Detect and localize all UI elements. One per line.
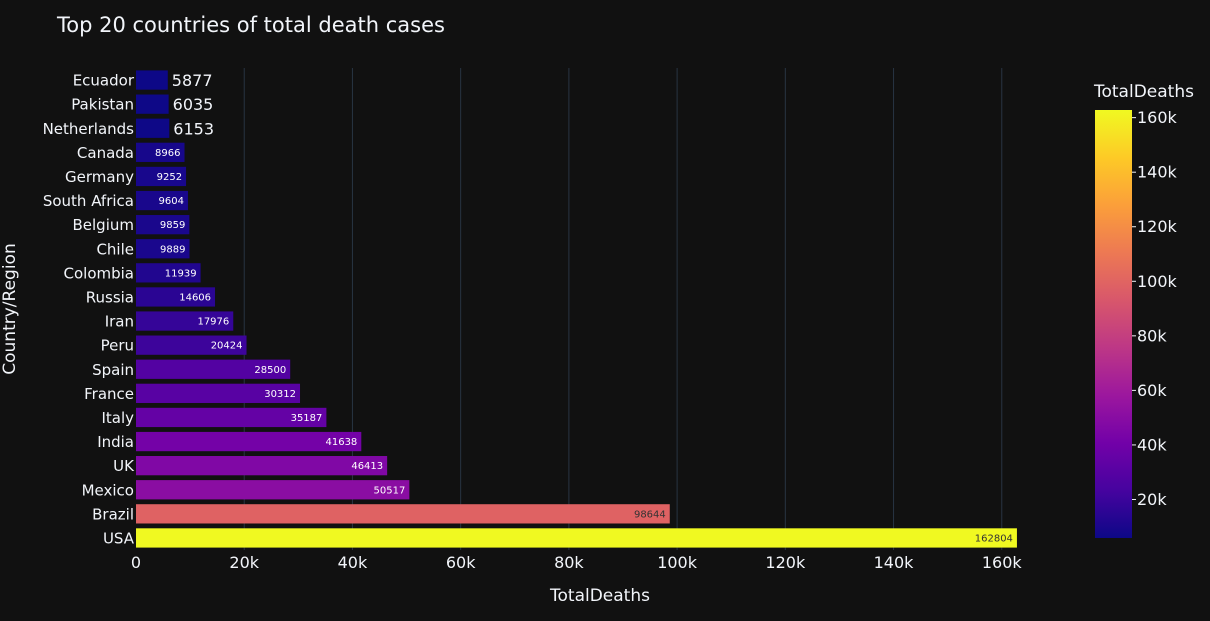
bar (136, 431, 362, 452)
y-tick-label: Netherlands (43, 120, 135, 138)
y-tick-label: Chile (96, 240, 134, 258)
bar (136, 215, 190, 235)
colorbar-tick-label: 140k (1137, 163, 1178, 182)
bar (136, 383, 301, 403)
bar-value-label: 9604 (159, 196, 184, 207)
bar-value-label: 17976 (197, 317, 229, 328)
bar-value-label: 9889 (160, 244, 185, 255)
y-tick-label: Peru (101, 337, 134, 355)
bar (136, 504, 670, 524)
bar (136, 166, 187, 187)
x-tick-label: 140k (874, 553, 915, 572)
x-tick-label: 40k (338, 553, 368, 572)
x-tick-label: 100k (657, 553, 698, 572)
colorbar (1095, 110, 1132, 538)
bar (136, 118, 170, 138)
y-tick-label: Mexico (82, 481, 134, 499)
colorbar-tick-label: 160k (1137, 108, 1178, 127)
bar-value-label: 98644 (634, 509, 666, 520)
bar (136, 407, 327, 428)
bar-value-label: 11939 (165, 268, 197, 279)
colorbar-tick-label: 80k (1137, 326, 1167, 345)
grid-lines (243, 68, 1003, 550)
bar (136, 456, 388, 476)
y-tick-label: Iran (105, 313, 134, 331)
x-tick-label: 20k (229, 553, 259, 572)
y-axis-title: Country/Region (0, 243, 20, 374)
bar-value-label: 46413 (351, 461, 383, 472)
x-tick-label: 0 (131, 553, 141, 572)
bar-value-label: 35187 (291, 413, 323, 424)
bar-value-label: 9859 (160, 220, 185, 231)
bar (136, 239, 190, 259)
bar-value-label: 30312 (264, 389, 296, 400)
x-tick-label: 160k (982, 553, 1023, 572)
y-tick-label: India (97, 433, 134, 451)
x-axis-title: TotalDeaths (549, 586, 650, 606)
colorbar-tick-labels: 20k 40k 60k 80k 100k 120k 140k 160k (1132, 108, 1178, 509)
y-tick-label: Spain (92, 361, 134, 379)
x-tick-label: 60k (446, 553, 476, 572)
y-tick-label: South Africa (43, 192, 134, 210)
y-tick-label: UK (113, 457, 135, 475)
bar-value-label: 6153 (173, 119, 214, 138)
y-tick-label: Germany (65, 168, 134, 186)
y-tick-labels: USA Brazil Mexico UK India Italy France Spain Pe… (43, 72, 136, 548)
x-tick-label: 120k (765, 553, 806, 572)
colorbar-tick-label: 60k (1137, 381, 1167, 400)
y-tick-label: USA (103, 529, 135, 547)
bar-value-label: 28500 (254, 365, 286, 376)
bars: 162804 98644 50517 46413 41638 35187 30312 2850… (136, 70, 1017, 548)
bar-value-label: 14606 (179, 292, 211, 303)
y-tick-label: Pakistan (71, 96, 134, 114)
y-tick-label: Russia (86, 288, 134, 306)
y-tick-label: France (84, 385, 134, 403)
y-tick-label: Belgium (73, 216, 135, 234)
bar (136, 142, 185, 162)
colorbar-tick-label: 40k (1137, 435, 1167, 454)
bar-value-label: 8966 (155, 148, 180, 159)
bar (136, 190, 188, 211)
y-tick-label: Italy (101, 409, 134, 427)
bar (136, 94, 169, 114)
bar (136, 359, 291, 379)
y-tick-label: Colombia (64, 264, 135, 282)
bar (136, 311, 234, 331)
y-tick-label: Brazil (92, 505, 134, 523)
bar (136, 263, 201, 283)
chart-title: Top 20 countries of total death cases (56, 13, 445, 37)
bar (136, 287, 216, 307)
colorbar-title: TotalDeaths (1093, 82, 1194, 102)
bar-value-label: 5877 (172, 71, 213, 90)
y-tick-label: Ecuador (73, 72, 135, 90)
bar (136, 528, 1017, 548)
bar-value-label: 41638 (325, 437, 357, 448)
colorbar-tick-label: 20k (1137, 490, 1167, 509)
x-tick-label: 80k (554, 553, 584, 572)
bar (136, 70, 168, 90)
colorbar-tick-label: 120k (1137, 217, 1178, 236)
x-tick-labels: 0 20k 40k 60k 80k 100k 120k 140k 160k (131, 553, 1022, 572)
bar-value-label: 20424 (211, 341, 243, 352)
bar-value-label: 50517 (374, 485, 406, 496)
bar (136, 335, 247, 355)
bar-value-label: 6035 (173, 95, 214, 114)
bar (136, 480, 410, 500)
colorbar-tick-label: 100k (1137, 272, 1178, 291)
bar-value-label: 9252 (157, 172, 182, 183)
y-tick-label: Canada (77, 144, 134, 162)
bar-value-label: 162804 (975, 533, 1013, 544)
